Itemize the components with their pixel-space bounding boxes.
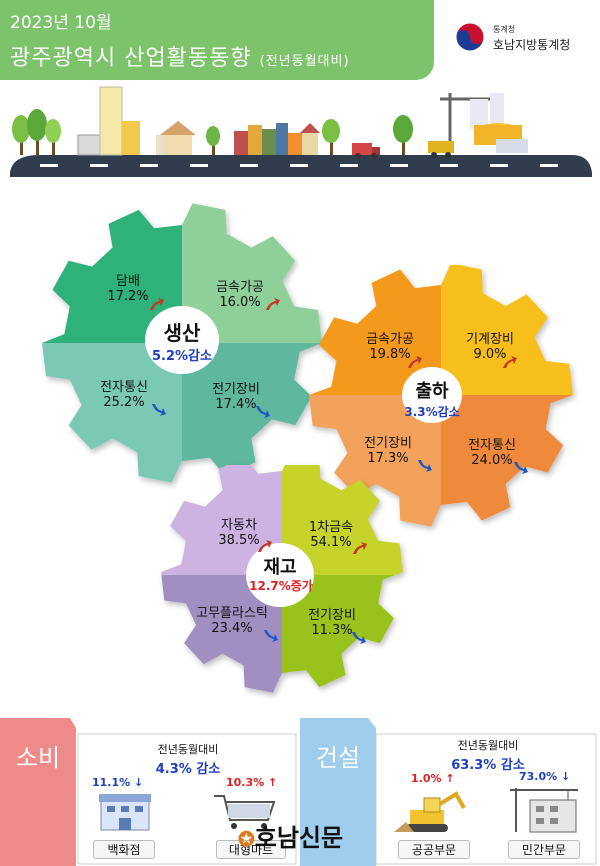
excavator-icon — [394, 791, 466, 832]
building-icon — [77, 86, 320, 156]
report-period: 2023년 10월 — [10, 13, 112, 33]
item-label: 전자통신 — [468, 438, 516, 453]
dept-store-value: 11.1% — [92, 776, 131, 789]
item-value: 23.4% — [211, 621, 253, 636]
down-arrow-icon: ↓ — [561, 770, 571, 783]
consumption-note: 전년동월대비 — [157, 743, 219, 756]
mart-change: 10.3% ↑ — [226, 776, 277, 789]
production-item-1: 담배 17.2% — [98, 274, 158, 304]
item-label: 담배 — [116, 274, 140, 289]
production-change: 5.2%감소 — [152, 349, 212, 364]
item-label: 고무플라스틱 — [196, 606, 268, 621]
shipment-center-disc — [402, 367, 462, 423]
inventory-change: 12.7%증가 — [249, 579, 313, 593]
up-arrow-icon: ↑ — [445, 772, 455, 785]
construction-change: 63.3% 감소 — [451, 758, 525, 773]
factory-icon — [470, 93, 528, 153]
item-value: 25.2% — [103, 395, 145, 410]
tree-icon — [12, 109, 413, 155]
item-label: 금속가공 — [366, 332, 414, 347]
consumption-tab-bg — [0, 718, 76, 866]
down-arrow-icon: ↓ — [134, 776, 144, 789]
construction-tab: 건설 — [315, 744, 361, 772]
item-value: 17.3% — [367, 451, 409, 466]
inventory-item-1: 자동차 38.5% — [204, 518, 274, 548]
private-label: 민간부문 — [508, 840, 580, 859]
crane-building-icon — [510, 788, 578, 833]
public-change: 1.0% ↑ — [411, 772, 455, 785]
inventory-item-3: 고무플라스틱 23.4% — [182, 606, 282, 636]
page-title: 광주광역시 산업활동동향 (전년동월대비) — [10, 40, 350, 72]
inventory-center-disc — [246, 543, 314, 607]
item-value: 17.4% — [215, 397, 257, 412]
item-label: 전자통신 — [100, 380, 148, 395]
construction-note: 전년동월대비 — [457, 739, 519, 752]
item-value: 16.0% — [219, 295, 261, 310]
agency-name: 호남지방통계청 — [493, 38, 571, 52]
shipment-item-4: 전자통신 24.0% — [452, 438, 532, 468]
mart-value: 10.3% — [226, 776, 265, 789]
department-store-icon — [99, 794, 151, 831]
consumption-change: 4.3% 감소 — [155, 762, 221, 777]
consumption-tab: 소비 — [15, 744, 61, 772]
shopping-cart-icon — [214, 795, 276, 829]
inventory-title: 재고 — [263, 557, 297, 578]
newspaper-watermark: ✪호남신문 — [238, 818, 343, 853]
title-text: 광주광역시 산업활동동향 — [10, 46, 252, 71]
item-label: 전기장비 — [364, 436, 412, 451]
sun-icon: ✪ — [238, 827, 255, 851]
up-arrow-icon: ↑ — [268, 776, 278, 789]
agency-small-name: 통계청 — [493, 25, 516, 34]
shipment-item-1: 금속가공 19.8% — [350, 332, 430, 362]
item-label: 전기장비 — [308, 608, 356, 623]
shipment-item-3: 전기장비 17.3% — [348, 436, 428, 466]
truck-icon — [352, 143, 380, 159]
item-label: 기계장비 — [466, 332, 514, 347]
item-value: 19.8% — [369, 347, 411, 362]
public-label: 공공부문 — [398, 840, 470, 859]
item-value: 11.3% — [311, 623, 353, 638]
private-change: 73.0% ↓ — [519, 770, 570, 783]
shipment-title: 출하 — [415, 381, 449, 402]
item-label: 금속가공 — [216, 280, 264, 295]
private-value: 73.0% — [519, 770, 558, 783]
item-value: 9.0% — [473, 347, 507, 362]
taegeuk-icon — [455, 22, 485, 52]
item-value: 38.5% — [218, 533, 260, 548]
dept-store-change: 11.1% ↓ — [92, 776, 143, 789]
shipment-item-2: 기계장비 9.0% — [450, 332, 530, 362]
public-value: 1.0% — [411, 772, 442, 785]
city-illustration — [10, 86, 592, 177]
agency-logo: 통계청 호남지방통계청 — [455, 20, 585, 60]
shipment-change: 3.3%감소 — [404, 405, 460, 419]
inventory-item-4: 전기장비 11.3% — [292, 608, 372, 638]
production-item-4: 전기장비 17.4% — [196, 382, 276, 412]
inventory-item-2: 1차금속 54.1% — [296, 520, 366, 550]
production-center-disc — [145, 306, 219, 374]
item-value: 24.0% — [471, 453, 513, 468]
item-label: 전기장비 — [212, 382, 260, 397]
gear-infographic — [42, 203, 573, 693]
item-label: 자동차 — [221, 518, 257, 533]
item-value: 54.1% — [310, 535, 352, 550]
header-banner: 2023년 10월 광주광역시 산업활동동향 (전년동월대비) — [0, 0, 434, 80]
mart-label: 대형마트 — [216, 840, 286, 859]
item-value: 17.2% — [107, 289, 149, 304]
item-label: 1차금속 — [308, 520, 354, 535]
construction-tab-bg — [300, 718, 376, 866]
production-title: 생산 — [163, 321, 201, 345]
title-subtitle: (전년동월대비) — [259, 54, 350, 69]
watermark-text: 호남신문 — [254, 823, 344, 852]
production-item-2: 금속가공 16.0% — [200, 280, 280, 310]
production-item-3: 전자통신 25.2% — [84, 380, 164, 410]
dept-store-label: 백화점 — [93, 840, 155, 859]
